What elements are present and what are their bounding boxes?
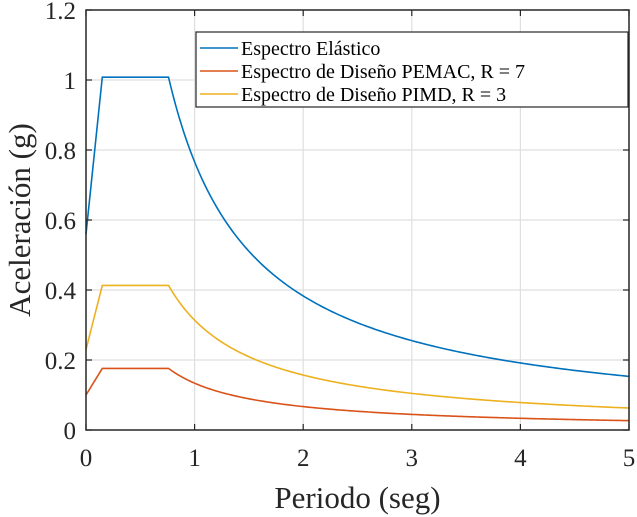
legend-label-2: Espectro de Diseño PIMD, R = 3	[241, 84, 506, 106]
x-tick-label: 3	[406, 445, 419, 472]
x-tick-label: 2	[297, 445, 310, 472]
ticks: 0 1 2 3 4 5 0 0.2 0.4 0.6 0.8 1 1.2	[45, 0, 636, 472]
y-tick-label: 0.2	[45, 348, 76, 375]
x-tick-label: 0	[80, 445, 93, 472]
series-line-0	[85, 76, 630, 378]
y-tick-label: 1.2	[45, 0, 76, 25]
y-tick-label: 1	[64, 68, 77, 95]
legend-label-1: Espectro de Diseño PEMAC, R = 7	[241, 61, 525, 83]
legend-label-0: Espectro Elástico	[241, 38, 380, 60]
y-axis-label: Aceleración (g)	[2, 123, 37, 317]
x-tick-label: 4	[514, 445, 527, 472]
legend: Espectro Elástico Espectro de Diseño PEM…	[195, 31, 629, 108]
y-tick-label: 0.4	[45, 278, 77, 305]
legend-box	[195, 31, 629, 108]
series-line-2	[85, 284, 630, 409]
x-axis-label: Periodo (seg)	[274, 480, 440, 515]
x-tick-label: 1	[188, 445, 201, 472]
x-tick-label: 5	[623, 445, 636, 472]
series-line-1	[85, 367, 630, 422]
series-group	[85, 76, 630, 422]
y-tick-label: 0	[64, 418, 77, 445]
y-tick-label: 0.6	[45, 208, 76, 235]
y-tick-label: 0.8	[45, 138, 76, 165]
